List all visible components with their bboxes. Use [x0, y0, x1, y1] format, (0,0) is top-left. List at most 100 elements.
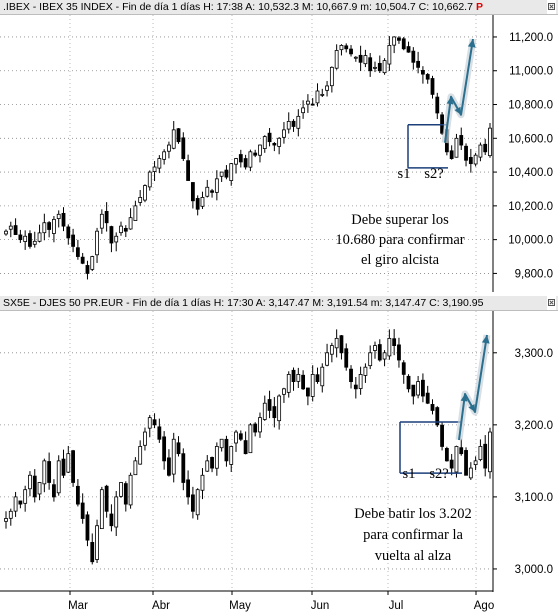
candle-down	[61, 212, 66, 227]
candle-up	[143, 431, 147, 446]
projection-arrow	[458, 334, 488, 441]
y-tick-label: 11,000.0	[509, 66, 553, 78]
candle-down	[52, 484, 56, 498]
candle-up	[339, 45, 344, 51]
projection-shadow	[441, 38, 477, 144]
candle-down	[181, 453, 186, 483]
candle-up	[488, 431, 492, 473]
candle-up	[56, 213, 61, 220]
candle-up	[473, 460, 478, 466]
ibex-title: .IBEX - IBEX 35 INDEX	[3, 1, 113, 13]
candle-down	[47, 222, 52, 230]
candle-down	[392, 338, 397, 346]
ibex-timeframe: Fin de día 1 días	[122, 1, 201, 13]
sx5e-open: A: 3,147.47	[255, 297, 310, 309]
sx5e-chart-canvas: 3,300.0 3,200.0 3,100.0 3,000.0 s1 s2? Debe ba…	[0, 311, 553, 612]
level-label-s1: s1	[398, 166, 411, 182]
candle-down	[47, 461, 52, 483]
candle-down	[459, 135, 464, 146]
candle-down	[75, 247, 80, 257]
candle-up	[13, 496, 18, 512]
candle-up	[171, 129, 176, 149]
candle-up	[23, 489, 28, 504]
candle-up	[114, 496, 119, 528]
candle-up	[286, 374, 291, 393]
candle-up	[195, 489, 200, 516]
candle-up	[282, 129, 286, 138]
candle-up	[138, 446, 143, 465]
candle-up	[28, 474, 32, 490]
candle-down	[406, 46, 411, 53]
projection-arrow	[444, 38, 474, 143]
candle-down	[358, 54, 363, 63]
candle-down	[483, 443, 488, 469]
candle-up	[329, 66, 334, 87]
candle-up	[147, 171, 152, 188]
candle-up	[387, 337, 392, 357]
candle-up	[373, 345, 377, 351]
candle-up	[468, 467, 473, 479]
annotation-line: Debe superar los	[351, 212, 449, 228]
candle-up	[114, 235, 119, 243]
candle-up	[286, 121, 291, 130]
candle-down	[430, 404, 435, 411]
x-tick-label: Mar	[68, 600, 88, 612]
candle-down	[13, 225, 18, 235]
candle-down	[85, 514, 90, 541]
candle-down	[28, 233, 32, 247]
candle-down	[344, 348, 349, 368]
candle-down	[406, 375, 411, 390]
candle-up	[320, 366, 325, 387]
sx5e-close-panel-button[interactable]	[547, 296, 556, 310]
candle-down	[435, 96, 440, 114]
candle-down	[267, 132, 272, 143]
candle-up	[334, 50, 339, 69]
candle-up	[167, 144, 171, 152]
candle-down	[267, 399, 272, 411]
candle-up	[205, 460, 210, 472]
candle-up	[37, 482, 42, 495]
candle-down	[449, 459, 454, 469]
candle-down	[61, 458, 66, 476]
candle-up	[488, 127, 492, 157]
candle-up	[8, 510, 13, 519]
candle-down	[421, 70, 425, 75]
candle-up	[382, 60, 387, 74]
ibex-close: C: 10,662.7	[418, 1, 473, 13]
candle-down	[80, 502, 85, 519]
arrowhead-icon	[468, 403, 475, 412]
ibex-p-flag: P	[475, 1, 483, 13]
candle-up	[133, 205, 138, 221]
candle-down	[80, 256, 85, 264]
candle-up	[99, 213, 104, 229]
candle-down	[243, 440, 248, 455]
candle-up	[37, 232, 42, 242]
candle-down	[32, 475, 37, 498]
candle-down	[176, 128, 181, 143]
candle-down	[157, 426, 162, 440]
candle-down	[306, 387, 310, 397]
candle-up	[454, 446, 459, 473]
y-tick-label: 10,800.0	[508, 100, 553, 112]
candle-down	[210, 457, 214, 469]
candle-up	[478, 446, 483, 461]
y-tick-label: 11,200.0	[509, 32, 553, 44]
candle-down	[449, 150, 454, 159]
candle-up	[258, 417, 262, 433]
sx5e-close: C: 3,190.95	[429, 297, 484, 309]
candle-down	[186, 160, 190, 181]
candle-down	[253, 423, 258, 433]
y-tick-label: 10,400.0	[508, 167, 553, 179]
candle-up	[52, 218, 56, 234]
candle-up	[8, 225, 13, 230]
candle-down	[18, 500, 23, 505]
candle-up	[301, 107, 306, 114]
candle-down	[349, 48, 353, 55]
candle-down	[301, 374, 306, 390]
candle-up	[219, 171, 224, 177]
projection-shadow	[455, 334, 491, 441]
candle-up	[147, 417, 152, 429]
candle-up	[325, 352, 329, 366]
ibex-close-panel-button[interactable]	[547, 0, 556, 14]
level-label-s2: s2?	[429, 466, 448, 482]
